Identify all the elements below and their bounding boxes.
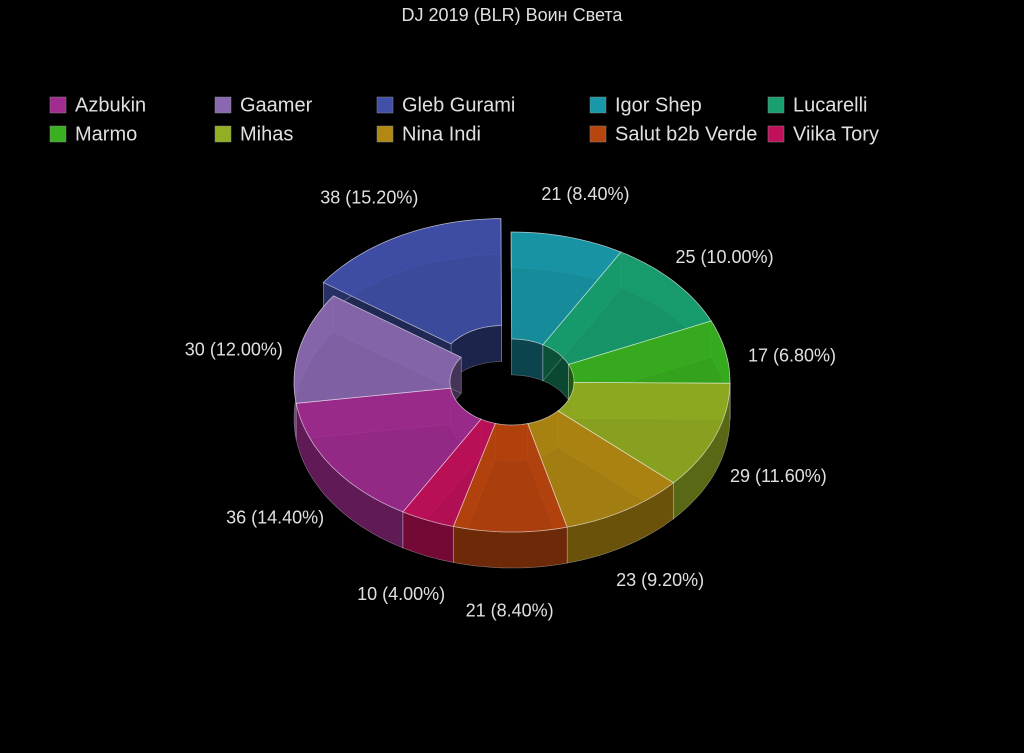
legend-label: Gaamer (240, 94, 313, 116)
data-label: 30 (12.00%) (185, 339, 283, 359)
legend-swatch (589, 96, 607, 114)
legend-label: Azbukin (75, 94, 146, 116)
legend-label: Mihas (240, 123, 293, 145)
legend-swatch (49, 125, 67, 143)
data-label: 29 (11.60%) (730, 466, 827, 486)
slice (322, 218, 502, 345)
data-label: 21 (8.40%) (466, 601, 554, 621)
legend-swatch (214, 125, 232, 143)
legend-swatch (589, 125, 607, 143)
legend-swatch (376, 125, 394, 143)
legend-label: Lucarelli (793, 94, 867, 116)
data-label: 25 (10.00%) (676, 247, 774, 267)
slice-outer-wall (453, 526, 568, 569)
legend-swatch (214, 96, 232, 114)
slice-inner-wall (511, 338, 544, 382)
legend-swatch (767, 96, 785, 114)
slice (402, 418, 496, 527)
data-label: 38 (15.20%) (320, 187, 418, 207)
data-label: 17 (6.80%) (748, 346, 836, 366)
legend-label: Salut b2b Verde (615, 123, 757, 145)
legend-label: Igor Shep (615, 94, 702, 116)
slice-tops (293, 218, 731, 533)
chart-title: DJ 2019 (BLR) Воин Света (402, 5, 624, 25)
legend-swatch (376, 96, 394, 114)
data-label: 21 (8.40%) (541, 184, 629, 204)
legend-label: Marmo (75, 123, 137, 145)
legend-label: Viika Tory (793, 123, 879, 145)
legend-swatch (49, 96, 67, 114)
legend-label: Gleb Gurami (402, 94, 515, 116)
data-label: 10 (4.00%) (357, 584, 445, 604)
data-label: 23 (9.20%) (616, 570, 704, 590)
legend-swatch (767, 125, 785, 143)
data-label: 36 (14.40%) (226, 508, 324, 528)
slice (293, 295, 462, 404)
legend-label: Nina Indi (402, 123, 481, 145)
